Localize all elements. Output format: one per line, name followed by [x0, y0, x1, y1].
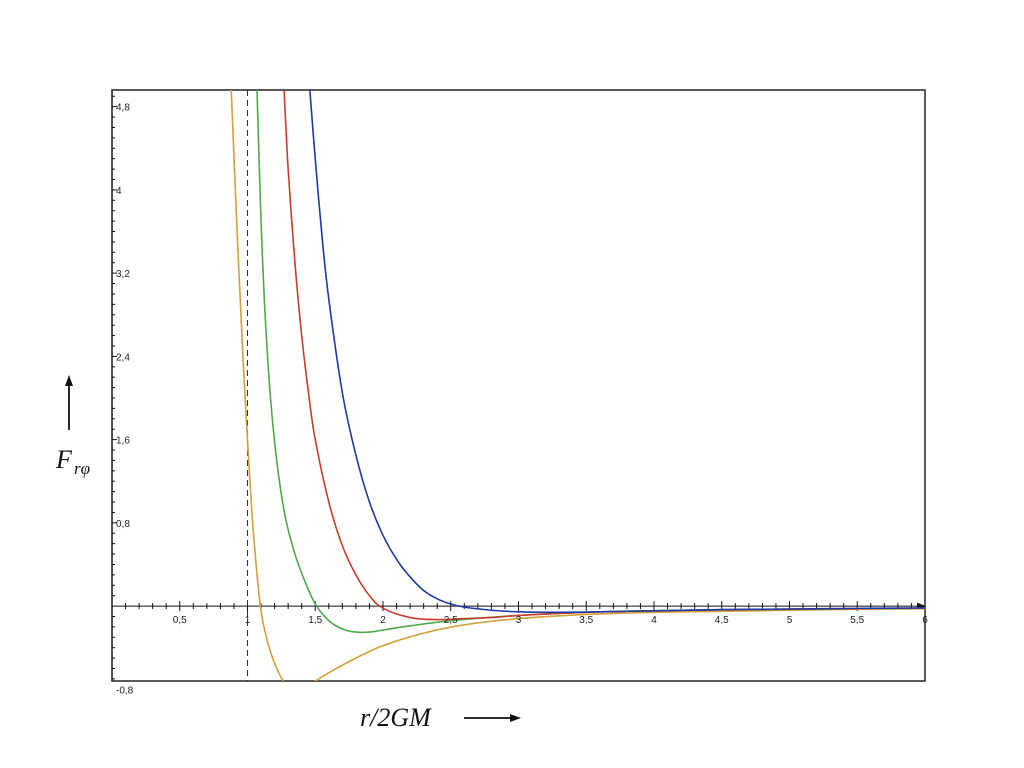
series-layer [230, 90, 925, 681]
x-tick-label: 3,5 [579, 615, 593, 626]
x-tick-label: 0,5 [173, 615, 187, 626]
series-line-4 [309, 90, 925, 614]
y-tick-label: 3,2 [116, 269, 130, 280]
x-tick-label: 5,5 [850, 615, 864, 626]
plot-frame [111, 89, 926, 682]
x-axis-arrowhead [510, 714, 521, 722]
series-line-3 [283, 90, 925, 621]
series-line-1 [230, 90, 925, 681]
y-tick-label: 0,8 [116, 519, 130, 530]
y-tick-label: 1,6 [116, 436, 130, 447]
y-tick-label: 4 [116, 186, 122, 197]
y-axis-subscript: rφ [74, 459, 90, 478]
y-axis-title: F [55, 445, 73, 474]
x-tick-label: 2,5 [444, 615, 458, 626]
x-tick-label: 2 [380, 615, 386, 626]
x-tick-label: 3 [516, 615, 522, 626]
axes [111, 90, 926, 681]
x-tick-label: 1,5 [308, 615, 322, 626]
series-line-2 [256, 90, 925, 634]
x-tick-label: 1 [245, 615, 251, 626]
tick-labels: 0,5 1 1,5 2 2,5 3 3,5 4 4,5 5 5,5 6 4,8 4 3,2 2,4 1,6 0,8… [116, 103, 928, 697]
x-tick-label: 5 [787, 615, 793, 626]
y-axis-arrowhead [65, 375, 73, 386]
y-tick-label: -0,8 [116, 685, 134, 696]
x-tick-label: 4,5 [715, 615, 729, 626]
x-tick-label: 4 [651, 615, 657, 626]
x-tick-label: 6 [922, 615, 928, 626]
y-tick-label: 4,8 [116, 103, 130, 114]
y-tick-label: 2,4 [116, 352, 130, 363]
x-axis-title: r/2GM [360, 703, 432, 732]
